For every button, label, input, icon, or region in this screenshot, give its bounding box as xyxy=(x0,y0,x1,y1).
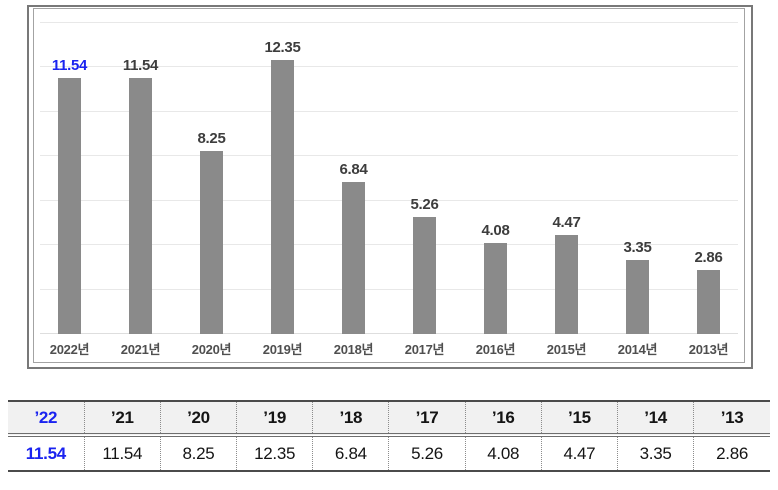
table-value-cell: 4.47 xyxy=(540,435,618,472)
table-value-cell: 11.54 xyxy=(8,435,85,472)
table-value-cell: 5.26 xyxy=(388,435,466,472)
x-axis-label: 2015년 xyxy=(546,341,587,357)
gridline xyxy=(40,110,738,112)
bars-row: 11.54 11.54 8.25 12.35 6.84 5.26 4.08 4.47 3.35 2… xyxy=(34,9,744,334)
table-header-cell: ’15 xyxy=(540,400,618,437)
x-axis-label: 2013년 xyxy=(688,341,729,357)
bar-slot: 4.47 xyxy=(531,9,602,334)
bar-slot: 11.54 xyxy=(105,9,176,334)
bar-value-label: 11.54 xyxy=(51,57,88,74)
table-value-cell: 12.35 xyxy=(236,435,313,472)
bar-chart-panel: 11.54 11.54 8.25 12.35 6.84 5.26 4.08 4.47 3.35 2… xyxy=(27,5,753,369)
bar xyxy=(484,243,507,334)
bar-value-label: 4.47 xyxy=(552,214,581,231)
table-header-cell: ’14 xyxy=(616,400,694,437)
bar-slot: 5.26 xyxy=(389,9,460,334)
x-axis-label: 2019년 xyxy=(262,341,303,357)
bar xyxy=(555,235,578,334)
table-value-cell: 8.25 xyxy=(159,435,237,472)
bar-slot: 12.35 xyxy=(247,9,318,334)
bar xyxy=(342,182,365,334)
bar-slot: 2.86 xyxy=(673,9,744,334)
table-value-cell: 6.84 xyxy=(312,435,389,472)
table-header-cell: ’22 xyxy=(8,400,85,437)
bar xyxy=(413,217,436,334)
bar-value-label: 3.35 xyxy=(623,239,652,256)
table-value-cell: 4.08 xyxy=(464,435,542,472)
bar-chart-area: 11.54 11.54 8.25 12.35 6.84 5.26 4.08 4.47 3.35 2… xyxy=(33,8,745,363)
bar-value-label: 11.54 xyxy=(122,57,159,74)
bar-slot: 6.84 xyxy=(318,9,389,334)
bar-value-label: 12.35 xyxy=(264,39,301,56)
table-header-row: ’22’21’20’19’18’17’16’15’14’13 xyxy=(8,400,770,437)
bar xyxy=(626,260,649,334)
x-axis-label: 2020년 xyxy=(191,341,232,357)
table-header-cell: ’20 xyxy=(159,400,237,437)
gridline xyxy=(40,66,738,68)
table-header-cell: ’19 xyxy=(236,400,313,437)
bar xyxy=(58,78,81,334)
table-header-cell: ’17 xyxy=(388,400,466,437)
x-axis-labels: 2022년 2021년 2020년 2019년 2018년 2017년 2016년 2015년… xyxy=(34,334,744,362)
bar xyxy=(271,60,294,334)
bar-slot: 3.35 xyxy=(602,9,673,334)
gridline xyxy=(40,22,738,23)
gridline xyxy=(40,155,738,157)
gridline xyxy=(40,288,738,290)
gridline xyxy=(40,199,738,201)
bar xyxy=(129,78,152,334)
x-axis-label: 2017년 xyxy=(404,341,445,357)
x-axis-line xyxy=(40,333,738,334)
table-value-row: 11.54 11.54 8.25 12.35 6.84 5.26 4.08 4.47 3.35 2… xyxy=(8,435,770,472)
bar xyxy=(200,151,223,334)
x-axis-label: 2018년 xyxy=(333,341,374,357)
x-axis-label: 2022년 xyxy=(49,341,90,357)
bar-value-label: 6.84 xyxy=(339,161,368,178)
bar-value-label: 8.25 xyxy=(197,130,226,147)
bar-slot: 4.08 xyxy=(460,9,531,334)
table-header-cell: ’18 xyxy=(312,400,389,437)
summary-table: ’22’21’20’19’18’17’16’15’14’13 11.54 11.5… xyxy=(8,400,770,472)
plot-area: 11.54 11.54 8.25 12.35 6.84 5.26 4.08 4.47 3.35 2… xyxy=(34,9,744,334)
gridline xyxy=(40,244,738,246)
table-header-cell: ’21 xyxy=(83,400,161,437)
table-value-cell: 3.35 xyxy=(616,435,694,472)
bar-value-label: 5.26 xyxy=(410,196,439,213)
bar xyxy=(697,270,720,334)
bar-value-label: 4.08 xyxy=(481,222,510,239)
bar-value-label: 2.86 xyxy=(694,249,723,266)
bar-slot: 8.25 xyxy=(176,9,247,334)
table-header-cell: ’13 xyxy=(693,400,770,437)
table-value-cell: 2.86 xyxy=(693,435,770,472)
x-axis-label: 2014년 xyxy=(617,341,658,357)
x-axis-label: 2016년 xyxy=(475,341,516,357)
table-header-cell: ’16 xyxy=(464,400,542,437)
table-value-cell: 11.54 xyxy=(83,435,161,472)
bar-slot: 11.54 xyxy=(34,9,105,334)
x-axis-label: 2021년 xyxy=(120,341,161,357)
